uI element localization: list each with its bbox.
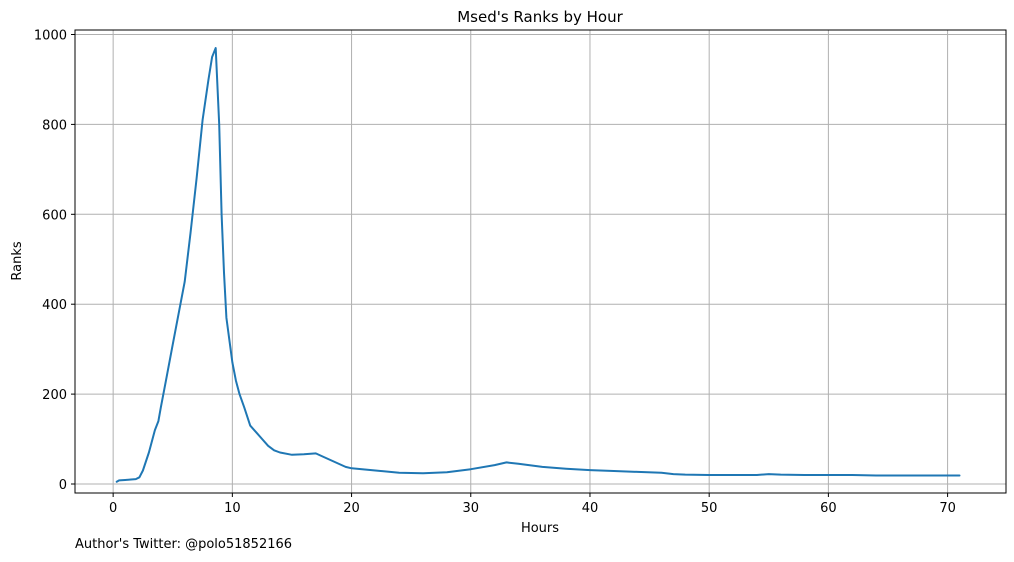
y-tick-label: 400 (42, 298, 67, 313)
x-tick-label: 70 (939, 501, 956, 516)
y-tick-label: 800 (42, 118, 67, 133)
x-tick-label: 10 (224, 501, 241, 516)
plot-frame (74, 29, 1007, 494)
series-line (115, 47, 961, 483)
y-axis: 0 200 400 600 800 1000 (34, 28, 75, 493)
x-tick-label: 50 (701, 501, 718, 516)
y-axis-label: Ranks (10, 241, 25, 280)
x-tick-label: 60 (820, 501, 837, 516)
y-tick-label: 0 (59, 478, 67, 493)
chart-title: Msed's Ranks by Hour (457, 8, 623, 26)
author-note: Author's Twitter: @polo51852166 (75, 537, 293, 552)
x-tick-label: 40 (582, 501, 599, 516)
x-axis-label: Hours (521, 521, 559, 536)
y-tick-label: 200 (42, 388, 67, 403)
x-tick-label: 30 (462, 501, 479, 516)
x-tick-label: 20 (343, 501, 360, 516)
x-axis: 0 10 20 30 40 50 60 70 (109, 493, 956, 516)
grid-lines (75, 30, 1006, 493)
y-tick-label: 1000 (34, 28, 67, 43)
y-tick-label: 600 (42, 208, 67, 223)
x-tick-label: 0 (109, 501, 117, 516)
